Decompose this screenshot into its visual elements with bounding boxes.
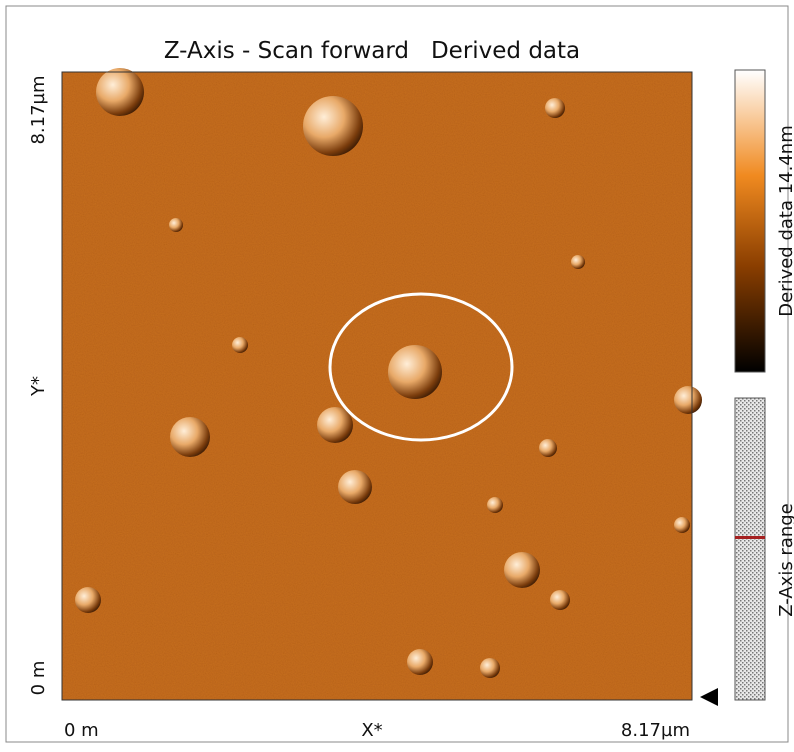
afm-window: Z-Axis - Scan forward Derived data — [0, 0, 794, 748]
image-title: Z-Axis - Scan forward Derived data — [164, 38, 580, 64]
y-label-middle: Y* — [28, 376, 49, 397]
colorbar — [735, 70, 765, 372]
colorbar-label: Derived data 14.4nm — [776, 125, 794, 317]
y-label-top: 8.17µm — [28, 75, 49, 144]
range-marker[interactable] — [735, 536, 765, 539]
range-bar[interactable] — [735, 398, 765, 700]
x-label-left: 0 m — [64, 720, 99, 741]
range-label: Z-Axis range — [776, 503, 794, 617]
image-background — [62, 72, 692, 700]
y-label-bottom: 0 m — [28, 661, 49, 696]
x-label-middle: X* — [361, 720, 382, 741]
x-label-right: 8.17µm — [621, 720, 690, 741]
afm-image — [62, 68, 702, 700]
